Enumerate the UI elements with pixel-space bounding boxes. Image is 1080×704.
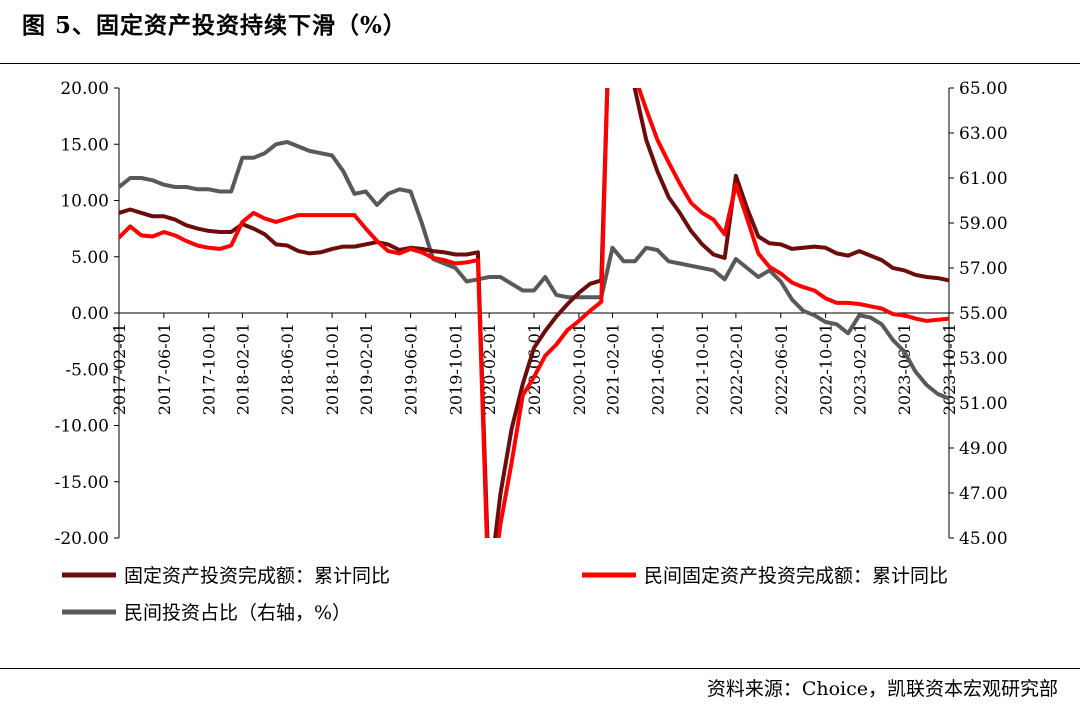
x-tick-label: 2019-02-01 — [357, 323, 376, 415]
x-tick-label: 2020-02-01 — [480, 323, 499, 415]
x-tick-label: 2017-10-01 — [200, 323, 219, 415]
right-y-tick-label: 65.00 — [959, 79, 1008, 99]
right-y-tick-label: 49.00 — [959, 439, 1008, 459]
left-y-tick-label: 15.00 — [60, 135, 109, 155]
x-tick-label: 2018-10-01 — [323, 323, 342, 415]
x-axis-ticks: 2017-02-01 2017-06-01 2017-10-01 2018-02-01… — [110, 313, 959, 415]
right-y-tick-label: 53.00 — [959, 349, 1008, 369]
line-chart: 20.00 15.00 10.00 5.00 0.00 -5.00 -10.00 -15.00… — [55, 79, 1008, 624]
right-y-tick-label: 51.00 — [959, 394, 1008, 414]
left-y-tick-label: 10.00 — [60, 192, 109, 212]
top-divider — [0, 63, 1080, 64]
right-y-tick-label: 47.00 — [959, 484, 1008, 504]
legend-label-0: 固定资产投资完成额：累计同比 — [124, 565, 390, 587]
x-tick-label: 2020-10-01 — [570, 323, 589, 415]
x-tick-label: 2019-06-01 — [402, 323, 421, 415]
x-tick-label: 2022-10-01 — [817, 323, 836, 415]
x-tick-label: 2021-06-01 — [648, 323, 667, 415]
right-y-tick-label: 63.00 — [959, 124, 1008, 144]
source-note: 资料来源：Choice，凯联资本宏观研究部 — [706, 678, 1058, 700]
right-y-axis-ticks: 65.00 63.00 61.00 59.00 57.00 55.00 53.00 51.00… — [949, 79, 1008, 549]
left-y-tick-label: 0.00 — [71, 304, 109, 324]
chart-title: 图 5、固定资产投资持续下滑（%） — [22, 12, 407, 39]
right-y-tick-label: 55.00 — [959, 304, 1008, 324]
left-y-tick-label: -10.00 — [55, 417, 109, 437]
right-y-tick-label: 45.00 — [959, 529, 1008, 549]
x-tick-label: 2023-02-01 — [850, 323, 869, 415]
x-tick-label: 2022-02-01 — [727, 323, 746, 415]
right-y-tick-label: 59.00 — [959, 214, 1008, 234]
x-tick-label: 2023-06-01 — [895, 323, 914, 415]
x-tick-label: 2021-10-01 — [693, 323, 712, 415]
series-line-2 — [119, 140, 949, 401]
axes — [118, 88, 950, 538]
x-tick-label: 2018-02-01 — [233, 323, 252, 415]
right-y-tick-label: 61.00 — [959, 169, 1008, 189]
series-line-1 — [119, 88, 949, 538]
left-y-tick-label: 20.00 — [60, 79, 109, 99]
left-y-tick-label: -5.00 — [65, 360, 109, 380]
series-line-0 — [119, 88, 949, 538]
x-tick-label: 2018-06-01 — [278, 323, 297, 415]
right-y-tick-label: 57.00 — [959, 259, 1008, 279]
left-y-tick-label: -20.00 — [55, 529, 109, 549]
x-tick-label: 2021-02-01 — [604, 323, 623, 415]
left-y-tick-label: 5.00 — [71, 248, 109, 268]
left-y-axis-ticks: 20.00 15.00 10.00 5.00 0.00 -5.00 -10.00 -15.00… — [55, 79, 119, 549]
x-tick-label: 2022-06-01 — [772, 323, 791, 415]
x-tick-label: 2017-06-01 — [155, 323, 174, 415]
legend-label-2: 民间投资占比（右轴，%） — [124, 602, 351, 624]
x-tick-label: 2019-10-01 — [446, 323, 465, 415]
series-layer — [119, 88, 949, 538]
legend-label-1: 民间固定资产投资完成额：累计同比 — [644, 565, 948, 587]
legend: 固定资产投资完成额：累计同比 民间固定资产投资完成额：累计同比民间投资占比（右轴，… — [62, 565, 948, 624]
x-tick-label: 2020-06-01 — [525, 323, 544, 415]
bottom-divider — [0, 668, 1080, 669]
left-y-tick-label: -15.00 — [55, 473, 109, 493]
